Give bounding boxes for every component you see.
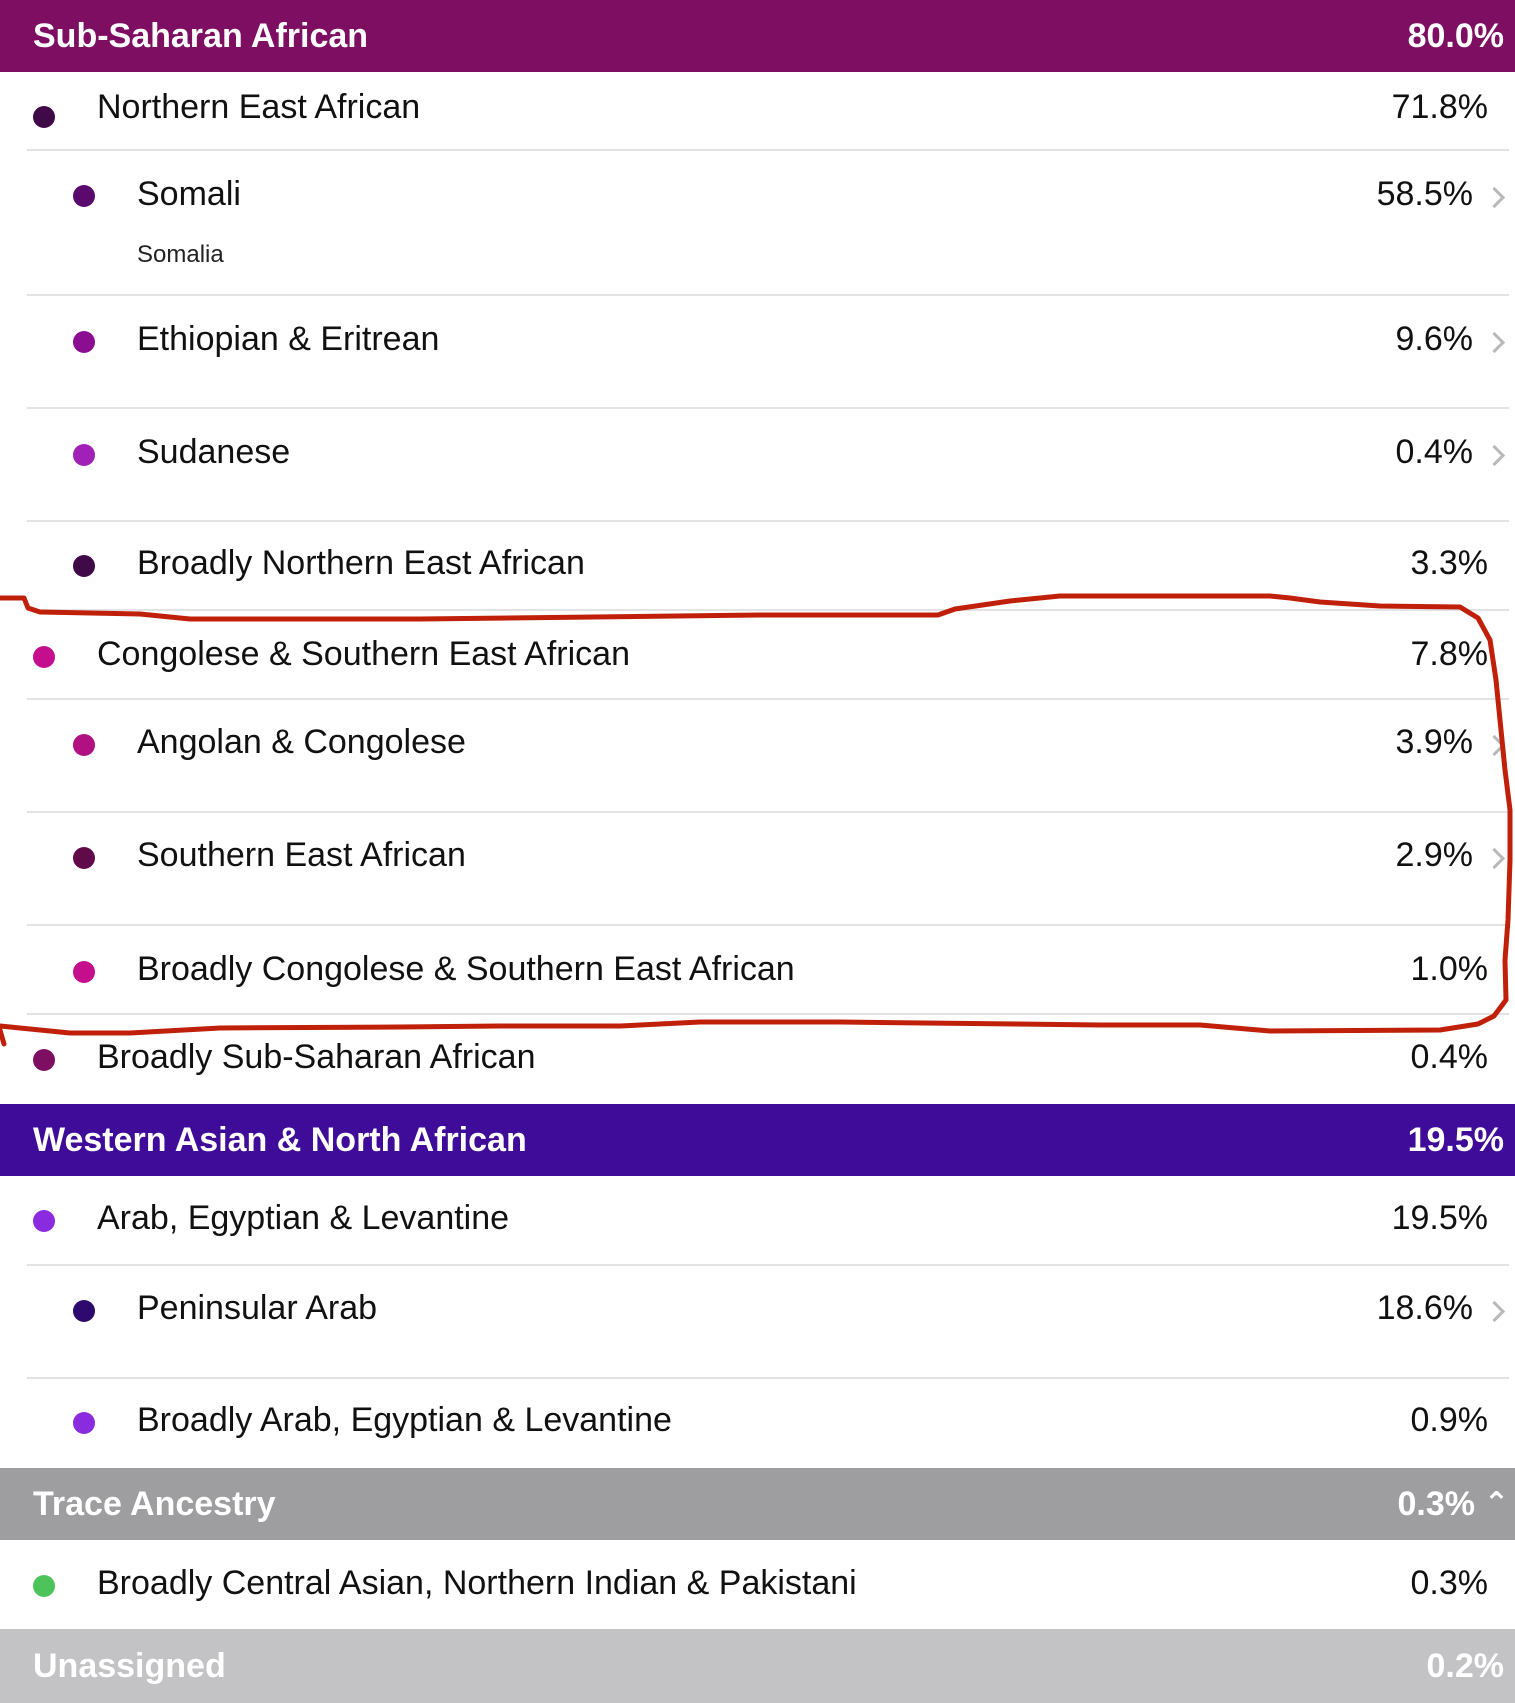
ancestry-row-broadly-northern-east-african: Broadly Northern East African 3.3% <box>0 522 1515 610</box>
divider <box>27 149 1509 151</box>
divider <box>27 407 1509 409</box>
ancestry-percent: 1.0% <box>1410 950 1489 988</box>
ancestry-label: Broadly Sub-Saharan African <box>97 1038 536 1076</box>
chevron-right-icon <box>1483 444 1506 467</box>
ancestry-percent: 19.5% <box>1391 1199 1488 1237</box>
divider <box>27 1264 1509 1266</box>
ancestry-percent: 18.6% <box>1376 1289 1473 1327</box>
ancestry-row-ethiopian-eritrean[interactable]: Ethiopian & Eritrean 9.6% <box>0 296 1515 407</box>
color-dot-icon <box>73 185 95 207</box>
ancestry-label: Congolese & Southern East African <box>97 635 630 673</box>
section-percent: 19.5% <box>1407 1120 1504 1159</box>
divider <box>27 1377 1509 1379</box>
ancestry-label: Somali <box>137 175 241 213</box>
section-percent: 0.2% <box>1426 1646 1505 1685</box>
ancestry-percent: 0.9% <box>1410 1401 1489 1439</box>
section-title: Trace Ancestry <box>33 1484 276 1523</box>
section-percent: 0.3% <box>1397 1484 1476 1523</box>
chevron-right-icon <box>1483 186 1506 209</box>
color-dot-icon <box>33 1575 55 1597</box>
section-title: Unassigned <box>33 1646 226 1685</box>
chevron-right-icon <box>1483 847 1506 870</box>
color-dot-icon <box>73 555 95 577</box>
ancestry-label: Ethiopian & Eritrean <box>137 320 440 358</box>
ancestry-percent: 0.4% <box>1410 1038 1489 1076</box>
ancestry-label: Northern East African <box>97 88 421 126</box>
ancestry-label: Peninsular Arab <box>137 1289 378 1327</box>
ancestry-row-angolan-congolese[interactable]: Angolan & Congolese 3.9% <box>0 700 1515 811</box>
color-dot-icon <box>73 444 95 466</box>
ancestry-label: Broadly Arab, Egyptian & Levantine <box>137 1401 672 1439</box>
section-percent: 80.0% <box>1407 16 1504 55</box>
color-dot-icon <box>73 961 95 983</box>
section-header-western-asian-north-african[interactable]: Western Asian & North African 19.5% <box>0 1104 1515 1176</box>
ancestry-label: Broadly Congolese & Southern East Africa… <box>137 950 795 988</box>
color-dot-icon <box>73 1300 95 1322</box>
ancestry-percent: 0.4% <box>1395 433 1474 471</box>
divider <box>27 294 1509 296</box>
color-dot-icon <box>73 331 95 353</box>
ancestry-row-southern-east-african[interactable]: Southern East African 2.9% <box>0 813 1515 924</box>
color-dot-icon <box>33 1049 55 1071</box>
ancestry-row-somali[interactable]: Somali Somalia 58.5% <box>0 151 1515 294</box>
ancestry-label: Arab, Egyptian & Levantine <box>97 1199 510 1237</box>
ancestry-label: Sudanese <box>137 433 291 471</box>
ancestry-row-northern-east-african[interactable]: Northern East African 71.8% <box>0 72 1515 150</box>
ancestry-row-broadly-sub-saharan: Broadly Sub-Saharan African 0.4% <box>0 1015 1515 1103</box>
ancestry-percent: 9.6% <box>1395 320 1474 358</box>
ancestry-row-sudanese[interactable]: Sudanese 0.4% <box>0 409 1515 520</box>
ancestry-percent: 2.9% <box>1395 836 1474 874</box>
ancestry-label: Southern East African <box>137 836 466 874</box>
color-dot-icon <box>33 1210 55 1232</box>
ancestry-label: Broadly Northern East African <box>137 544 585 582</box>
ancestry-row-broadly-arab: Broadly Arab, Egyptian & Levantine 0.9% <box>0 1379 1515 1467</box>
ancestry-label: Broadly Central Asian, Northern Indian &… <box>97 1564 857 1602</box>
ancestry-row-congolese-southern-east-african[interactable]: Congolese & Southern East African 7.8% <box>0 611 1515 699</box>
ancestry-percent: 0.3% <box>1410 1564 1489 1602</box>
ancestry-percent: 58.5% <box>1376 175 1473 213</box>
ancestry-percent: 3.9% <box>1395 723 1474 761</box>
color-dot-icon <box>73 734 95 756</box>
ancestry-percent: 7.8% <box>1410 635 1489 673</box>
section-title: Western Asian & North African <box>33 1120 527 1159</box>
ancestry-row-peninsular-arab[interactable]: Peninsular Arab 18.6% <box>0 1266 1515 1377</box>
section-header-unassigned[interactable]: Unassigned 0.2% <box>0 1629 1515 1703</box>
ancestry-label: Angolan & Congolese <box>137 723 466 761</box>
ancestry-row-arab-egyptian-levantine[interactable]: Arab, Egyptian & Levantine 19.5% <box>0 1176 1515 1264</box>
color-dot-icon <box>33 646 55 668</box>
ancestry-percent: 71.8% <box>1391 88 1488 126</box>
chevron-right-icon <box>1483 331 1506 354</box>
section-title: Sub-Saharan African <box>33 16 369 55</box>
chevron-right-icon <box>1483 734 1506 757</box>
color-dot-icon <box>73 1412 95 1434</box>
chevron-up-icon[interactable]: ⌃ <box>1483 1486 1509 1520</box>
ancestry-row-broadly-congolese: Broadly Congolese & Southern East Africa… <box>0 926 1515 1014</box>
ancestry-sublabel: Somalia <box>137 241 224 268</box>
color-dot-icon <box>33 106 55 128</box>
ancestry-row-broadly-central-asian: Broadly Central Asian, Northern Indian &… <box>0 1540 1515 1628</box>
ancestry-percent: 3.3% <box>1410 544 1489 582</box>
section-header-sub-saharan-african[interactable]: Sub-Saharan African 80.0% <box>0 0 1515 72</box>
color-dot-icon <box>73 847 95 869</box>
section-header-trace-ancestry[interactable]: Trace Ancestry 0.3% ⌃ <box>0 1468 1515 1540</box>
divider <box>27 520 1509 522</box>
chevron-right-icon <box>1483 1300 1506 1323</box>
